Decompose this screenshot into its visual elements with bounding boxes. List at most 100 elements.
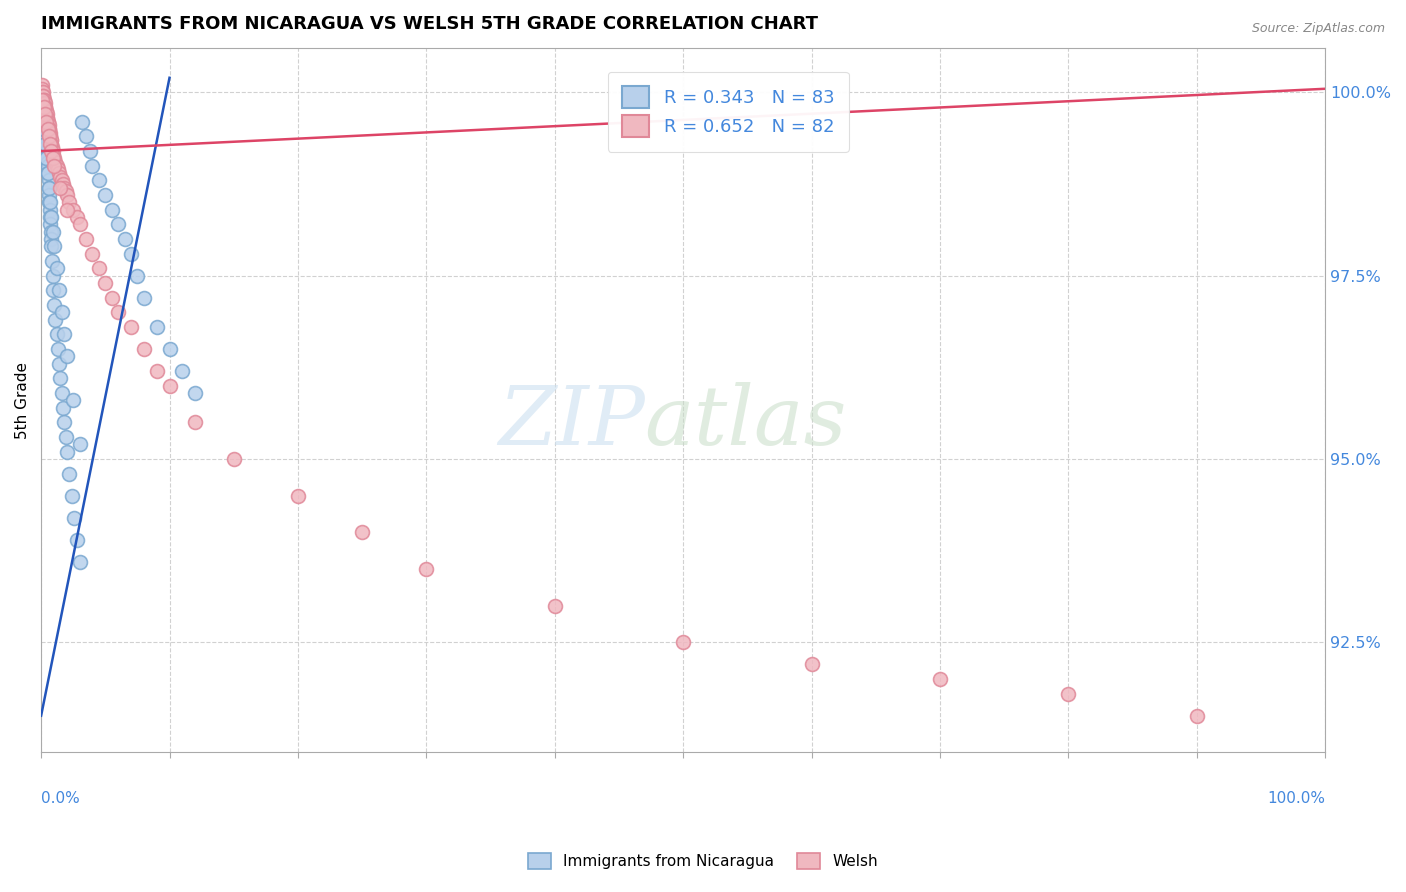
Point xyxy=(37,152,59,166)
Text: 0.0%: 0.0% xyxy=(41,791,80,806)
Point xyxy=(52,401,75,415)
Point xyxy=(39,225,62,239)
Point xyxy=(145,320,167,334)
Point xyxy=(46,342,69,356)
Point xyxy=(35,107,58,121)
Point xyxy=(35,140,58,154)
Point xyxy=(39,195,62,210)
Point xyxy=(32,111,55,125)
Point xyxy=(39,218,62,232)
Point xyxy=(929,672,952,686)
Point xyxy=(94,276,117,290)
Point xyxy=(35,103,58,118)
Point xyxy=(34,107,56,121)
Point xyxy=(62,202,84,217)
Point xyxy=(45,159,67,173)
Point xyxy=(34,133,56,147)
Point xyxy=(55,430,77,444)
Point xyxy=(48,357,70,371)
Point xyxy=(58,195,80,210)
Point xyxy=(41,254,63,268)
Point xyxy=(31,93,53,107)
Point xyxy=(38,180,60,194)
Point xyxy=(63,510,86,524)
Point xyxy=(41,144,63,158)
Point xyxy=(56,188,79,202)
Point xyxy=(37,155,59,169)
Point xyxy=(34,119,56,133)
Point xyxy=(32,93,55,107)
Point xyxy=(41,152,63,166)
Legend: R = 0.343   N = 83, R = 0.652   N = 82: R = 0.343 N = 83, R = 0.652 N = 82 xyxy=(607,71,849,152)
Point xyxy=(34,96,56,111)
Point xyxy=(35,107,58,121)
Point xyxy=(415,562,437,576)
Point xyxy=(38,126,60,140)
Point xyxy=(41,144,63,158)
Point xyxy=(107,218,129,232)
Point xyxy=(34,96,56,111)
Point xyxy=(46,162,69,177)
Point xyxy=(41,140,63,154)
Point xyxy=(38,173,60,187)
Point xyxy=(34,129,56,144)
Point xyxy=(49,169,72,184)
Point xyxy=(32,115,55,129)
Point xyxy=(32,122,55,136)
Point xyxy=(34,100,56,114)
Point xyxy=(37,115,59,129)
Point xyxy=(51,173,73,187)
Point xyxy=(32,100,55,114)
Point xyxy=(39,129,62,144)
Point xyxy=(31,100,53,114)
Point xyxy=(42,152,65,166)
Point xyxy=(56,444,79,458)
Point xyxy=(132,291,155,305)
Point xyxy=(32,93,55,107)
Point xyxy=(34,122,56,136)
Point xyxy=(100,291,122,305)
Point xyxy=(42,239,65,253)
Point xyxy=(31,107,53,121)
Point xyxy=(184,386,207,401)
Point xyxy=(41,210,63,224)
Point xyxy=(41,239,63,253)
Point xyxy=(87,173,110,187)
Point xyxy=(34,103,56,118)
Point xyxy=(34,136,56,151)
Point xyxy=(42,148,65,162)
Point xyxy=(100,202,122,217)
Point xyxy=(38,126,60,140)
Text: Source: ZipAtlas.com: Source: ZipAtlas.com xyxy=(1251,22,1385,36)
Point xyxy=(352,525,374,540)
Point xyxy=(42,284,65,298)
Point xyxy=(32,103,55,118)
Point xyxy=(32,89,55,103)
Point xyxy=(56,350,79,364)
Point xyxy=(38,122,60,136)
Point xyxy=(69,555,91,569)
Point xyxy=(31,96,53,111)
Point xyxy=(45,261,67,276)
Point xyxy=(32,89,55,103)
Point xyxy=(69,218,91,232)
Point xyxy=(39,210,62,224)
Point xyxy=(35,136,58,151)
Point xyxy=(184,416,207,430)
Point xyxy=(159,378,181,392)
Point xyxy=(37,159,59,173)
Point xyxy=(48,166,70,180)
Point xyxy=(145,364,167,378)
Text: IMMIGRANTS FROM NICARAGUA VS WELSH 5TH GRADE CORRELATION CHART: IMMIGRANTS FROM NICARAGUA VS WELSH 5TH G… xyxy=(41,15,818,33)
Point xyxy=(79,144,101,158)
Point xyxy=(38,129,60,144)
Text: ZIP: ZIP xyxy=(498,382,644,461)
Point xyxy=(45,327,67,342)
Point xyxy=(53,416,76,430)
Point xyxy=(38,122,60,136)
Point xyxy=(38,119,60,133)
Point xyxy=(127,268,149,283)
Point xyxy=(38,188,60,202)
Point xyxy=(87,261,110,276)
Point xyxy=(672,635,695,649)
